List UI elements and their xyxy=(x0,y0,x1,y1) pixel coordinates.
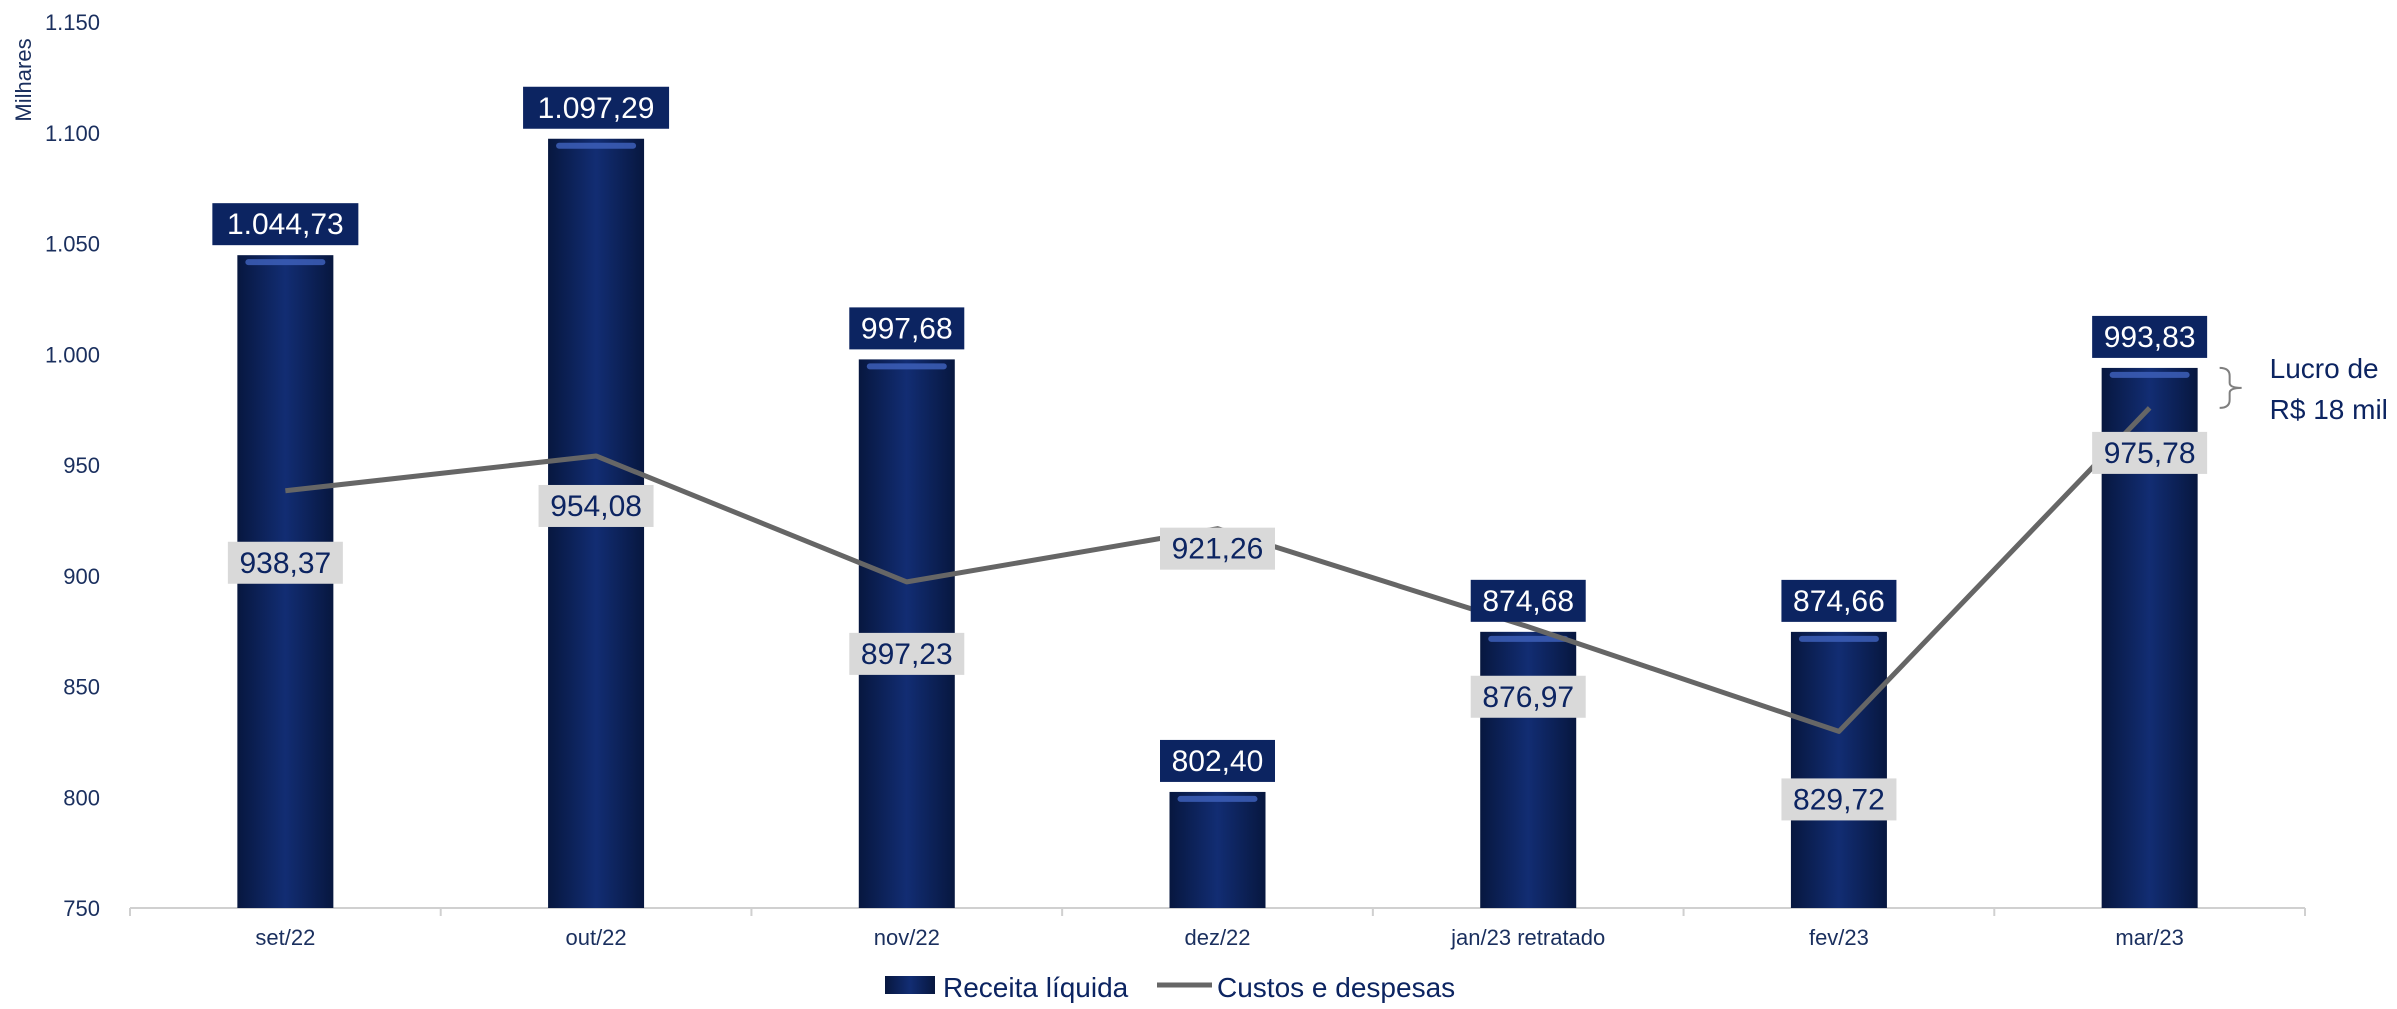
bar-data-label: 993,83 xyxy=(2092,315,2208,358)
y-tick-label: 1.100 xyxy=(45,121,100,146)
line-data-labels: 938,37 954,08 897,23 921,26 876,97 829,72 975,… xyxy=(227,431,2208,821)
line-data-label-text: 938,37 xyxy=(239,547,331,580)
annotation-line: R$ 18 mil xyxy=(2270,394,2388,425)
bar-data-label: 874,68 xyxy=(1470,579,1586,622)
x-tick-label: dez/22 xyxy=(1184,925,1250,950)
bar-highlight xyxy=(1177,795,1258,802)
line-data-label-box xyxy=(1160,527,1275,570)
y-tick-label: 750 xyxy=(63,896,100,921)
bar-data-label: 1.044,73 xyxy=(212,203,359,246)
bar-data-label-text: 874,66 xyxy=(1793,585,1885,618)
x-tick-label: set/22 xyxy=(255,925,315,950)
annotation-brace xyxy=(2219,366,2242,409)
legend: Receita líquida Custos e despesas xyxy=(885,972,1455,1003)
y-tick-label: 850 xyxy=(63,675,100,700)
y-tick-label: 1.000 xyxy=(45,342,100,367)
bar-data-label-text: 874,68 xyxy=(1482,585,1574,618)
legend-label: Receita líquida xyxy=(943,972,1129,1003)
bar-highlight xyxy=(245,259,326,266)
bar-highlight xyxy=(556,142,637,149)
y-axis-label: Milhares xyxy=(11,38,36,121)
bar xyxy=(1790,631,1887,908)
bar xyxy=(1169,791,1266,908)
bar-data-label-text: 802,40 xyxy=(1172,745,1264,778)
bar-highlight xyxy=(2109,371,2190,378)
line-data-label-box xyxy=(1470,675,1586,718)
bar-highlight xyxy=(866,363,947,370)
legend-label: Custos e despesas xyxy=(1217,972,1455,1003)
profit-annotation: Lucro de R$ 18 mil xyxy=(2219,353,2388,425)
x-tick-label: nov/22 xyxy=(874,925,940,950)
bar-data-label-text: 997,68 xyxy=(861,312,953,345)
x-tick-label: mar/23 xyxy=(2115,925,2183,950)
y-tick-label: 900 xyxy=(63,564,100,589)
legend-item-bar: Receita líquida xyxy=(885,972,1129,1003)
line-data-label: 876,97 xyxy=(1470,675,1586,718)
y-tick-label: 1.150 xyxy=(45,10,100,35)
bar-data-label-box xyxy=(1160,739,1275,782)
bar-data-label: 1.097,29 xyxy=(523,86,670,129)
bar-body xyxy=(1790,631,1887,908)
line-data-label-box xyxy=(227,541,343,584)
bar-data-label: 874,66 xyxy=(1781,579,1897,622)
bar xyxy=(1480,631,1577,908)
legend-swatch-bar xyxy=(885,976,935,994)
bar-data-label-box xyxy=(849,307,965,350)
line-data-label-text: 829,72 xyxy=(1793,783,1885,816)
y-tick-label: 1.050 xyxy=(45,232,100,257)
line-data-label-text: 876,97 xyxy=(1482,681,1574,714)
line-data-label: 954,08 xyxy=(538,484,654,527)
x-tick-label: out/22 xyxy=(565,925,626,950)
x-tick-label: fev/23 xyxy=(1809,925,1869,950)
bar-data-labels: 1.044,73 1.097,29 997,68 802,40 874,68 874,66… xyxy=(212,86,2208,782)
y-axis: 750 800 850 900 950 1.000 1.050 1.100 1.150 Milha… xyxy=(11,10,100,921)
bar-data-label-box xyxy=(523,86,670,129)
bar-data-label: 802,40 xyxy=(1160,739,1275,782)
bar-data-label-box xyxy=(1470,579,1586,622)
annotation-line: Lucro de xyxy=(2270,353,2379,384)
line-data-label-box xyxy=(538,484,654,527)
line-data-label-text: 897,23 xyxy=(861,638,953,671)
line-data-label-text: 975,78 xyxy=(2104,437,2196,470)
line-data-label-box xyxy=(849,632,965,675)
line-data-label-text: 954,08 xyxy=(550,490,642,523)
bar-body xyxy=(1480,631,1577,908)
bar-data-label: 997,68 xyxy=(849,307,965,350)
x-axis: set/22 out/22 nov/22 dez/22 jan/23 retratado… xyxy=(129,907,2306,950)
y-tick-label: 950 xyxy=(63,453,100,478)
bar-data-label-box xyxy=(212,203,359,246)
bar-data-label-box xyxy=(1781,579,1897,622)
line-data-label-box xyxy=(2092,431,2208,474)
line-data-label: 975,78 xyxy=(2092,431,2208,474)
x-tick-label: jan/23 retratado xyxy=(1450,925,1605,950)
line-data-label: 829,72 xyxy=(1781,778,1897,821)
line-data-label: 897,23 xyxy=(849,632,965,675)
bar-data-label-text: 1.044,73 xyxy=(227,208,344,241)
bar-highlight xyxy=(1798,635,1879,642)
line-data-label: 938,37 xyxy=(227,541,343,584)
bar-highlight xyxy=(1488,635,1569,642)
bar-data-label-text: 993,83 xyxy=(2104,321,2196,354)
y-tick-label: 800 xyxy=(63,785,100,810)
bar-data-label-text: 1.097,29 xyxy=(538,92,655,125)
line-data-label: 921,26 xyxy=(1160,527,1275,570)
line-data-label-box xyxy=(1781,778,1897,821)
bar-data-label-box xyxy=(2092,315,2208,358)
legend-item-line: Custos e despesas xyxy=(1157,972,1455,1003)
bar-series xyxy=(237,138,2198,909)
bar-body xyxy=(1169,791,1266,908)
line-data-label-text: 921,26 xyxy=(1172,533,1264,566)
